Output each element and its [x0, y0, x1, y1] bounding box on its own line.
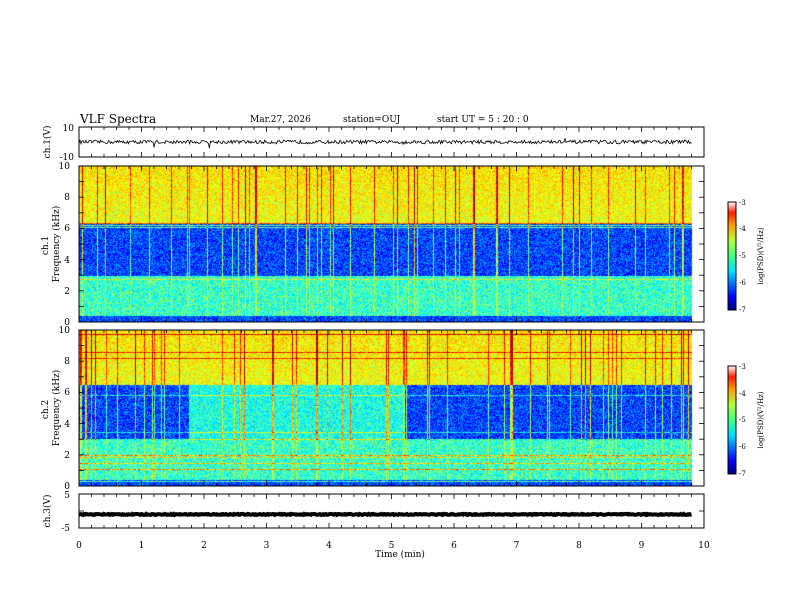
ch1-colorbar: -3 -4 -5 -6 -7 log(PSD)(V²/Hz) — [727, 199, 765, 314]
ch1-colorbar-ticklabels: -3 -4 -5 -6 -7 — [739, 199, 746, 314]
ch2-spectrogram-canvas — [79, 330, 704, 486]
date-label: Mar.27, 2026 — [250, 115, 311, 125]
ch2-spectrogram-ticks — [78, 329, 705, 487]
ch1-spectrogram-panel: 0 2 4 6 8 10 ch.1 Frequency (kHz) — [41, 162, 705, 328]
ch1-waveform-trace — [78, 138, 692, 149]
ch1-spectrogram-yticklabels: 0 2 4 6 8 10 — [59, 162, 71, 328]
ch1-waveform-ylabel: ch.1(V) — [42, 126, 53, 159]
ch3-ytick-bottom: -5 — [61, 524, 70, 534]
ch1-waveform-panel: 10 -10 ch.1(V) — [42, 124, 705, 163]
ch2-spectrogram-yticklabels: 0 2 4 6 8 10 — [59, 326, 71, 492]
x-tick-label-9: 9 — [639, 541, 645, 551]
cb2-tick-m3: -3 — [739, 363, 746, 371]
start-ut-label: start UT = 5 : 20 : 0 — [437, 115, 529, 125]
x-tick-label-0: 0 — [76, 541, 82, 551]
ch1-ytick-bottom: -10 — [60, 153, 75, 163]
ch3-waveform-trace — [78, 511, 692, 518]
x-tick-label-8: 8 — [576, 541, 582, 551]
ch1-ytick-4: 4 — [64, 256, 70, 266]
ch2-colorbar-ticklabels: -3 -4 -5 -6 -7 — [739, 363, 746, 478]
ch1-ytick-8: 8 — [64, 193, 70, 203]
figure-title: VLF Spectra — [79, 112, 156, 126]
ch2-ytick-2: 2 — [64, 451, 70, 461]
ch1-ytick-2: 2 — [64, 287, 70, 297]
ch2-colorbar-gradient — [728, 366, 736, 474]
cb1-tick-m3: -3 — [739, 199, 746, 207]
x-tick-label-6: 6 — [451, 541, 457, 551]
ch2-ylabel-channel: ch.2 — [41, 400, 51, 419]
ch1-colorbar-label: log(PSD)(V²/Hz) — [757, 227, 765, 284]
cb2-tick-m4: -4 — [739, 390, 746, 398]
ch2-colorbar-label: log(PSD)(V²/Hz) — [757, 391, 765, 448]
ch1-ytick-10: 10 — [59, 162, 71, 172]
station-label: station=OUJ — [343, 115, 401, 125]
ch1-ytick-6: 6 — [64, 224, 70, 234]
ch3-waveform-panel: 5 -5 ch.3(V) — [42, 491, 705, 534]
ch2-colorbar: -3 -4 -5 -6 -7 log(PSD)(V²/Hz) — [727, 363, 765, 478]
ch1-spectrogram-ticks — [78, 165, 705, 323]
ch3-waveform-ylabel: ch.3(V) — [42, 495, 53, 528]
ch3-waveform-ticks — [78, 493, 705, 529]
ch3-waveform-frame — [78, 493, 705, 529]
x-tick-label-1: 1 — [139, 541, 145, 551]
ch2-ytick-4: 4 — [64, 420, 70, 430]
ch1-colorbar-gradient — [728, 202, 736, 310]
cb1-tick-m7: -7 — [739, 306, 746, 314]
ch2-ylabel-frequency: Frequency (kHz) — [51, 370, 62, 447]
ch1-waveform-xticks — [78, 126, 705, 158]
ch2-spectrogram-ylabel: ch.2 Frequency (kHz) — [41, 370, 62, 447]
ch2-ytick-8: 8 — [64, 357, 70, 367]
x-tick-label-7: 7 — [514, 541, 520, 551]
ch1-ylabel-channel: ch.1 — [41, 236, 51, 255]
x-tick-label-10: 10 — [698, 541, 710, 551]
cb1-tick-m4: -4 — [739, 225, 746, 233]
ch2-ytick-10: 10 — [59, 326, 71, 336]
ch2-ytick-0: 0 — [64, 482, 70, 492]
ch1-ytick-top: 10 — [63, 124, 75, 134]
ch3-ytick-top: 5 — [64, 491, 70, 501]
cb1-tick-m6: -6 — [739, 279, 746, 287]
ch2-colorbar-frame — [727, 365, 737, 475]
x-axis-tick-labels: 0 1 2 3 4 5 6 7 8 9 10 — [76, 541, 710, 551]
ch1-ylabel-frequency: Frequency (kHz) — [51, 206, 62, 283]
ch1-ytick-0: 0 — [64, 318, 70, 328]
ch2-spectrogram-panel: 0 2 4 6 8 10 ch.2 Frequency (kHz) — [41, 326, 705, 492]
cb2-tick-m7: -7 — [739, 470, 746, 478]
cb2-tick-m5: -5 — [739, 416, 746, 424]
x-axis-label: Time (min) — [375, 549, 425, 560]
x-tick-label-3: 3 — [264, 541, 270, 551]
x-tick-label-5: 5 — [389, 541, 395, 551]
ch1-colorbar-frame — [727, 201, 737, 311]
x-tick-label-4: 4 — [326, 541, 332, 551]
ch1-spectrogram-canvas — [79, 166, 704, 322]
ch1-spectrogram-ylabel: ch.1 Frequency (kHz) — [41, 206, 62, 283]
cb2-tick-m6: -6 — [739, 443, 746, 451]
cb1-tick-m5: -5 — [739, 252, 746, 260]
x-tick-label-2: 2 — [201, 541, 207, 551]
ch2-ytick-6: 6 — [64, 388, 70, 398]
